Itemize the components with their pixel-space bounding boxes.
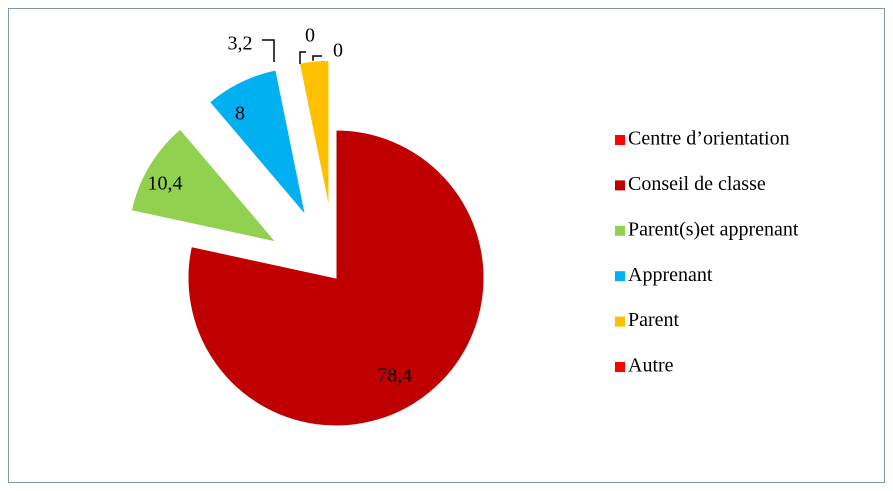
data-label: 10,4	[148, 173, 183, 195]
legend-swatch	[615, 180, 625, 191]
leader-line	[299, 51, 306, 64]
data-label: 3,2	[228, 33, 253, 55]
pie-slice	[130, 128, 278, 243]
data-label: 78,4	[377, 365, 412, 387]
leader-line	[262, 39, 275, 62]
legend-label: Parent	[628, 309, 680, 331]
legend-label: Conseil de classe	[628, 173, 766, 195]
legend-label: Autre	[628, 355, 674, 377]
data-label: 8	[235, 103, 245, 125]
data-label: 0	[333, 40, 343, 62]
pie-slice	[208, 69, 306, 216]
data-label: 0	[305, 25, 315, 47]
legend-label: Parent(s)et apprenant	[628, 218, 799, 240]
legend-swatch	[615, 135, 625, 145]
pie-slice	[187, 129, 485, 427]
legend-swatch	[615, 271, 625, 282]
legend-swatch	[615, 362, 625, 372]
legend-label: Apprenant	[628, 264, 713, 286]
legend-swatch	[615, 316, 625, 327]
legend-label: Centre d’orientation	[628, 128, 790, 150]
legend-swatch	[615, 225, 625, 236]
